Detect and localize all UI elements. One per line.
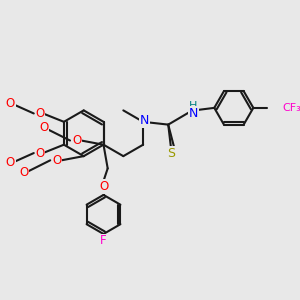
Text: O: O: [39, 122, 48, 134]
Text: O: O: [35, 107, 45, 120]
Text: F: F: [100, 234, 107, 248]
Text: S: S: [167, 147, 175, 160]
Text: O: O: [19, 167, 28, 179]
Text: N: N: [140, 114, 149, 127]
Text: O: O: [72, 134, 82, 147]
Text: N: N: [189, 107, 198, 120]
Text: O: O: [6, 156, 15, 169]
Text: O: O: [99, 180, 108, 193]
Text: CF₃: CF₃: [283, 103, 300, 113]
Text: H: H: [189, 101, 197, 112]
Text: O: O: [6, 97, 15, 110]
Text: O: O: [35, 147, 45, 160]
Text: O: O: [52, 154, 62, 167]
